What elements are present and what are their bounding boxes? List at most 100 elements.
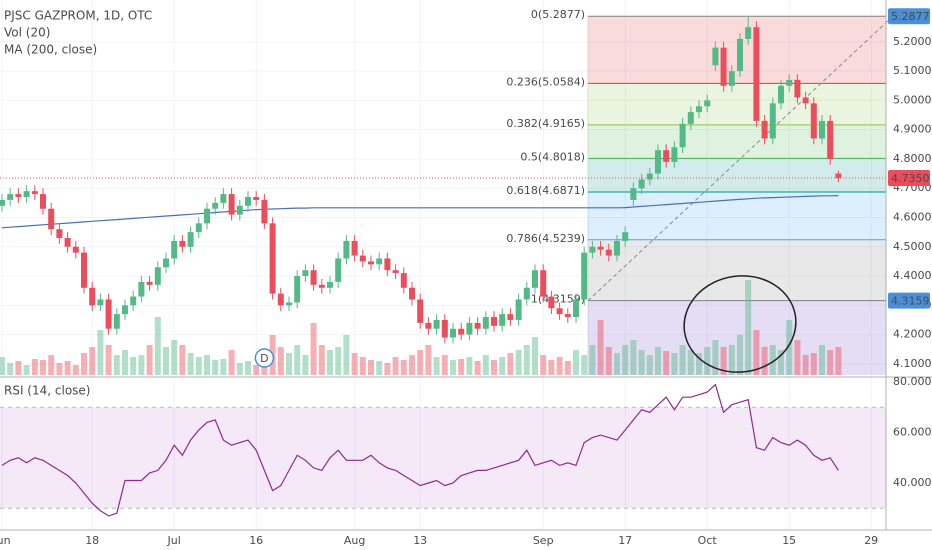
candle-body [212, 202, 219, 209]
candle-body [97, 299, 104, 306]
volume-bar [212, 360, 219, 375]
volume-bar [48, 355, 55, 375]
candle-body [146, 281, 153, 285]
candle-body [163, 258, 169, 268]
candle-body [614, 240, 620, 256]
candle-body [433, 319, 440, 329]
volume-bar [540, 355, 547, 375]
volume-bar [745, 280, 752, 375]
ma-line [1, 195, 839, 229]
volume-bar [359, 357, 366, 375]
volume-bar [105, 345, 112, 375]
volume-bar [696, 353, 702, 375]
price-tag-label: 4.3159 [891, 295, 930, 308]
volume-bar [343, 335, 350, 375]
candle-body [15, 194, 22, 198]
volume-bar [384, 363, 391, 375]
volume-bar [220, 359, 227, 375]
volume-bar [392, 357, 399, 375]
volume-bar [441, 355, 448, 375]
hand-drawn-circle [683, 275, 797, 373]
candle-body [81, 252, 87, 288]
candle-body [573, 299, 579, 318]
y-tick-label: 5.2000 [893, 35, 932, 48]
candle-body [737, 38, 743, 72]
candle-body [466, 322, 473, 335]
x-tick-label: 18 [85, 534, 99, 547]
y-tick-label: 4.5000 [893, 240, 932, 253]
volume-bar [712, 340, 719, 375]
volume-bar [458, 359, 465, 375]
fib-zone-extension [588, 300, 886, 375]
candle-body [253, 197, 260, 200]
volume-bar [204, 355, 210, 375]
volume-bar [253, 365, 260, 375]
volume-bar [728, 345, 735, 375]
candle-body [179, 240, 186, 247]
candle-body [318, 284, 325, 288]
fib-level-label: 0.236(5.0584) [506, 75, 585, 88]
volume-bar [819, 345, 825, 375]
volume-bar [499, 357, 506, 375]
candle-body [64, 237, 71, 247]
candle-body [56, 229, 63, 238]
candle-body [556, 308, 563, 315]
volume-bar [523, 345, 530, 375]
candle-body [220, 194, 227, 203]
y-tick-label: 5.0000 [893, 93, 932, 106]
candle-body [343, 240, 350, 259]
volume-bar [0, 357, 5, 375]
fib-level-label: 0.786(4.5239) [506, 232, 585, 245]
volume-bar [507, 353, 514, 375]
volume-bar [466, 357, 473, 375]
price-tag [888, 169, 930, 186]
candle-body [286, 302, 292, 306]
volume-bar [482, 355, 489, 375]
volume-bar [171, 340, 178, 375]
x-tick-label: 29 [864, 534, 878, 547]
volume-bar [72, 365, 79, 375]
volume-bar [195, 357, 202, 375]
candle-body [0, 199, 5, 206]
volume-bar [302, 355, 309, 375]
volume-bar [605, 347, 612, 375]
candle-body [761, 120, 768, 139]
volume-bar [7, 363, 14, 375]
rsi-line [1, 383, 839, 517]
candle-body [171, 240, 178, 259]
fib-level-label: 0(5.2877) [531, 8, 585, 21]
candle-body [827, 120, 834, 159]
volume-bar [23, 365, 30, 375]
candle-body [310, 270, 317, 285]
fib-level-label: 0.5(4.8018) [520, 150, 585, 163]
volume-bar [810, 353, 817, 375]
volume-bar [318, 345, 325, 375]
volume-bar [335, 347, 342, 375]
fib-level-label: 0.618(4.6871) [506, 184, 585, 197]
x-tick-label: Oct [698, 534, 718, 547]
volume-bar [671, 353, 678, 375]
candle-body [277, 293, 284, 306]
candle-body [392, 270, 399, 274]
candle-body [646, 173, 653, 180]
candle-body [728, 71, 735, 86]
candle-body [778, 85, 784, 104]
candle-body [294, 276, 301, 303]
volume-bar [433, 357, 440, 375]
candle-body [696, 106, 702, 113]
candle-body [491, 317, 497, 326]
candle-body [245, 197, 251, 206]
volume-bar [294, 345, 301, 375]
volume-bar [450, 360, 456, 375]
volume-bar [491, 360, 497, 375]
volume-bar [679, 345, 686, 375]
candle-body [819, 120, 825, 139]
volume-bar [163, 347, 169, 375]
candle-body [745, 27, 752, 39]
y-tick-label: 4.8000 [893, 152, 932, 165]
x-tick-label: 13 [413, 534, 427, 547]
x-tick-label: 17 [618, 534, 632, 547]
candle-body [335, 258, 342, 282]
volume-bar [663, 351, 670, 375]
candle-body [720, 47, 727, 86]
